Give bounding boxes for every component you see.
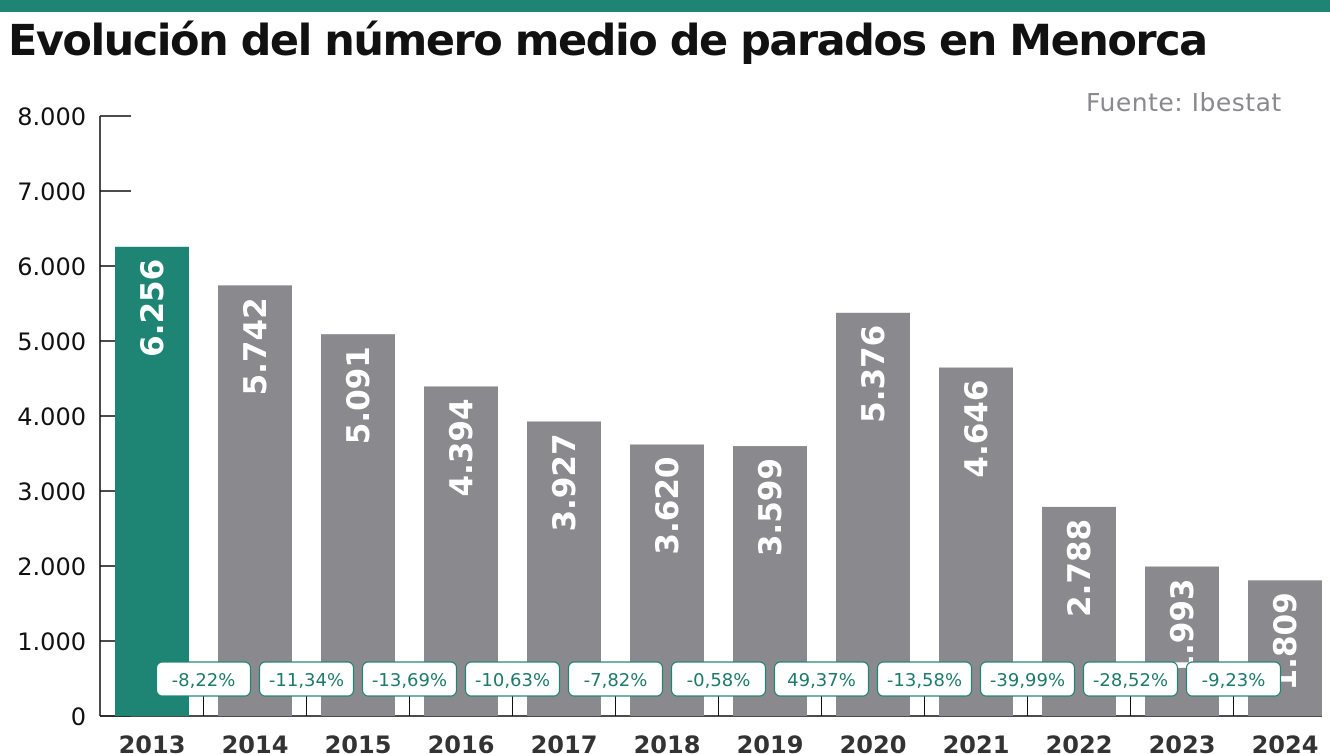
top-accent-strip [0,0,1330,12]
bar-value-label: 4.394 [444,398,480,496]
pct-change-box [670,661,767,697]
y-tick-label: 2.000 [17,553,86,581]
x-tick-label: 2023 [1149,731,1216,754]
bar [115,246,189,717]
pct-change-label: 49,37% [787,670,856,691]
chart-title: Evolución del número medio de parados en… [8,16,1208,66]
pct-change-box [876,661,973,697]
y-tick-label: 0 [71,703,86,731]
x-tick-label: 2022 [1046,731,1113,754]
bar [321,334,395,716]
pct-change-box [567,661,664,697]
pct-change-label: -39,99% [990,670,1065,691]
y-tick-label: 7.000 [17,178,86,206]
bar-value-label: 2.788 [1062,519,1098,617]
pct-change-label: -13,58% [887,670,962,691]
y-tick-label: 1.000 [17,628,86,656]
pct-change-box [155,661,252,697]
x-tick-label: 2015 [325,731,392,754]
bar-value-label: 1.993 [1165,579,1201,677]
pct-change-label: -13,69% [372,670,447,691]
bar-value-label: 4.646 [959,380,995,478]
bar-value-label: 3.599 [753,458,789,556]
x-tick-label: 2017 [531,731,598,754]
pct-change-label: -9,23% [1202,670,1266,691]
bar-value-label: 6.256 [135,259,171,357]
y-tick-label: 4.000 [17,403,86,431]
bar-value-label: 3.620 [650,457,686,555]
x-tick-label: 2014 [222,731,289,754]
pct-change-label: -10,63% [475,670,550,691]
pct-change-label: -7,82% [584,670,648,691]
pct-change-box [1185,661,1282,697]
bar [836,312,910,716]
y-tick-label: 5.000 [17,328,86,356]
bar-value-label: 3.927 [547,433,583,531]
y-tick-label: 8.000 [17,103,86,131]
pct-change-label: -28,52% [1093,670,1168,691]
chart-source: Fuente: Ibestat [1086,88,1282,117]
bar [939,367,1013,716]
pct-change-box [258,661,355,697]
pct-change-box [361,661,458,697]
bar-value-label: 5.376 [856,325,892,423]
bar-value-label: 5.091 [341,346,377,444]
x-tick-label: 2020 [840,731,907,754]
x-tick-label: 2018 [634,731,701,754]
bar [218,285,292,716]
pct-change-label: -11,34% [269,670,344,691]
x-tick-label: 2019 [737,731,804,754]
pct-change-label: -0,58% [687,670,751,691]
y-tick-label: 6.000 [17,253,86,281]
pct-change-box [464,661,561,697]
bar [424,386,498,716]
bar-value-label: 5.742 [238,297,274,395]
x-tick-label: 2016 [428,731,495,754]
pct-change-box [773,661,870,697]
x-tick-label: 2024 [1252,731,1319,754]
x-tick-label: 2021 [943,731,1010,754]
x-tick-label: 2013 [119,731,186,754]
pct-change-box [1082,661,1179,697]
pct-change-box [979,661,1076,697]
pct-change-label: -8,22% [172,670,236,691]
y-tick-label: 3.000 [17,478,86,506]
